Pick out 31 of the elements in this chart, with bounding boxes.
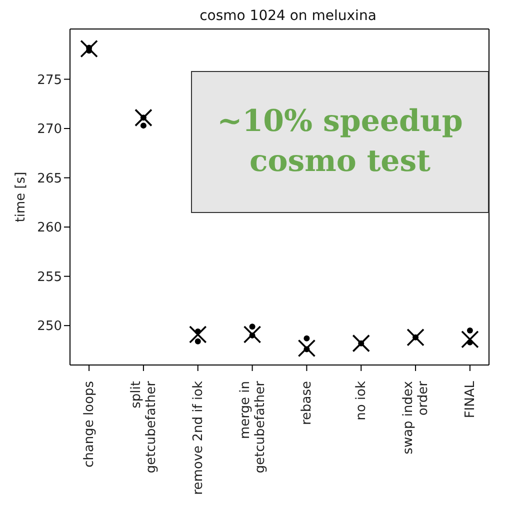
- y-axis-title: time [s]: [14, 172, 29, 222]
- x-tick-label: FINAL: [462, 380, 478, 418]
- x-tick-label: remove 2nd if iok: [190, 380, 206, 495]
- x-tick-label: no iok: [354, 380, 370, 420]
- y-tick-label: 275: [37, 72, 62, 88]
- point: [140, 114, 146, 121]
- point: [188, 326, 207, 344]
- point: [194, 328, 201, 334]
- point: [249, 332, 256, 338]
- point: [461, 330, 479, 348]
- point: [243, 326, 262, 344]
- point: [304, 346, 310, 352]
- point: [304, 335, 310, 342]
- y-tick-label: 260: [37, 220, 62, 236]
- y-tick-label: 265: [37, 171, 62, 186]
- point: [134, 108, 152, 127]
- point: [140, 122, 146, 129]
- x-tick-label: rebase: [300, 381, 315, 426]
- point: [298, 339, 316, 358]
- point: [80, 40, 98, 58]
- chart-title: cosmo 1024 on meluxina: [198, 8, 378, 26]
- y-tick-label: 255: [37, 270, 62, 285]
- x-tick-label: swap index order: [401, 380, 432, 454]
- point: [466, 328, 473, 334]
- point: [249, 324, 256, 330]
- y-tick-label: 250: [37, 319, 62, 334]
- point: [466, 339, 473, 346]
- point: [194, 338, 201, 344]
- y-tick-label: 270: [37, 122, 62, 138]
- x-tick-label: change loops: [82, 380, 98, 468]
- note-box: ~10% speedup cosmo test: [191, 71, 489, 213]
